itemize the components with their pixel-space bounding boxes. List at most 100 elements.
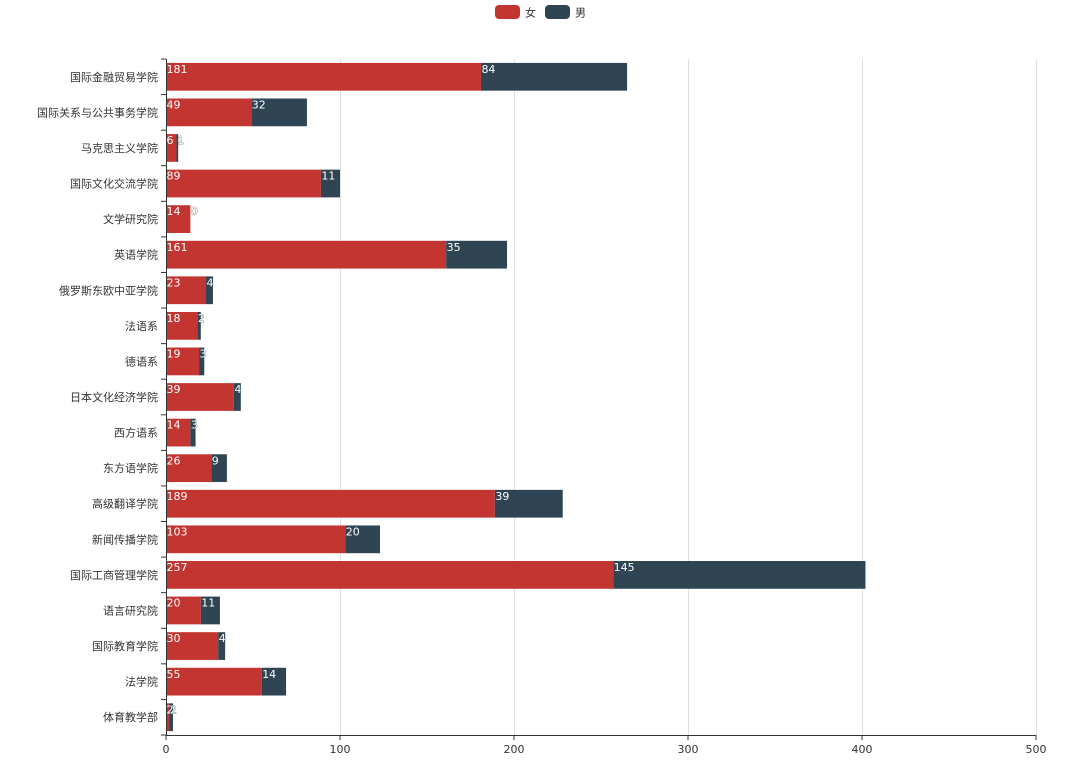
bar-female[interactable]	[166, 525, 346, 554]
y-tick-label: 法语系	[125, 319, 158, 333]
y-tick-label: 国际关系与公共事务学院	[37, 105, 158, 119]
data-label: 4	[219, 632, 226, 645]
data-label: 89	[167, 170, 181, 183]
bar-male[interactable]	[613, 561, 866, 589]
data-label: 2	[167, 703, 174, 716]
bar-male[interactable]	[190, 418, 196, 447]
legend-item[interactable]: 男	[545, 5, 586, 20]
bar-male[interactable]	[211, 454, 227, 483]
data-label: 39	[495, 490, 509, 503]
bar-female[interactable]	[166, 98, 252, 127]
bar-female[interactable]	[166, 703, 170, 732]
bar-male[interactable]	[197, 311, 201, 340]
data-label: 55	[167, 668, 181, 681]
x-tick-label: 500	[1026, 743, 1047, 756]
bar-male[interactable]	[176, 134, 179, 162]
data-label: 14	[167, 205, 181, 218]
legend-item[interactable]: 女	[495, 5, 536, 20]
data-label: 39	[167, 383, 181, 396]
y-tick-label: 文学研究院	[103, 212, 158, 226]
bar-female[interactable]	[166, 454, 212, 483]
bar-male[interactable]	[233, 383, 241, 411]
bar-male[interactable]	[218, 632, 226, 660]
data-label: 11	[321, 170, 335, 183]
bar-male[interactable]	[251, 98, 307, 127]
legend-label: 男	[575, 7, 586, 20]
x-tick-label: 100	[330, 743, 351, 756]
data-label: 11	[201, 597, 215, 610]
x-axis: 0 100 200 300 400 500	[163, 735, 1047, 756]
data-label: 103	[167, 525, 188, 538]
data-label: 14	[167, 419, 181, 432]
bar-female[interactable]	[166, 240, 447, 269]
data-label: 4	[234, 383, 241, 396]
data-label: 30	[167, 632, 181, 645]
bar-male[interactable]	[206, 276, 213, 305]
bar-female[interactable]	[166, 632, 219, 660]
y-tick-label: 日本文化经济学院	[70, 390, 158, 404]
legend: 女男	[495, 5, 586, 20]
data-label: 84	[481, 63, 495, 76]
bar-female[interactable]	[166, 62, 481, 91]
data-label: 35	[447, 241, 461, 254]
data-label: 0	[191, 205, 198, 218]
bars	[166, 62, 866, 732]
bar-female[interactable]	[166, 205, 191, 233]
y-tick-label: 英语学院	[114, 248, 158, 262]
bar-male[interactable]	[169, 703, 173, 732]
x-tick-label: 200	[504, 743, 525, 756]
data-label: 181	[167, 63, 188, 76]
bar-male[interactable]	[199, 347, 205, 376]
bar-male[interactable]	[345, 525, 381, 554]
bar-female[interactable]	[166, 561, 614, 589]
data-label: 9	[212, 454, 219, 467]
data-label: 3	[191, 419, 198, 432]
data-label: 4	[207, 276, 214, 289]
bar-female[interactable]	[166, 418, 191, 447]
data-label: 49	[167, 98, 181, 111]
y-tick-label: 国际金融贸易学院	[70, 70, 158, 84]
data-label: 161	[167, 241, 188, 254]
bar-female[interactable]	[166, 311, 198, 340]
data-label: 2	[170, 703, 177, 716]
data-label: 26	[167, 454, 181, 467]
bar-male[interactable]	[200, 596, 220, 625]
bar-male[interactable]	[446, 240, 508, 269]
bar-male[interactable]	[494, 489, 563, 518]
y-tick-label: 国际教育学院	[92, 639, 158, 653]
x-tick-label: 0	[163, 743, 170, 756]
bar-male[interactable]	[320, 169, 340, 198]
legend-swatch	[545, 5, 570, 19]
data-label: 14	[262, 668, 276, 681]
bar-female[interactable]	[166, 169, 321, 198]
data-label: 32	[252, 98, 266, 111]
legend-swatch	[495, 5, 520, 19]
bar-male[interactable]	[480, 62, 628, 91]
y-tick-label: 马克思主义学院	[81, 141, 158, 155]
bar-female[interactable]	[166, 596, 201, 625]
data-label: 6	[167, 134, 174, 147]
y-axis: 国际金融贸易学院国际关系与公共事务学院马克思主义学院国际文化交流学院文学研究院英…	[37, 58, 167, 736]
grid-lines	[340, 59, 1037, 735]
bar-female[interactable]	[166, 276, 207, 305]
x-tick-label: 400	[852, 743, 873, 756]
data-label: 145	[614, 561, 635, 574]
y-tick-label: 德语系	[125, 354, 158, 368]
bar-male[interactable]	[261, 667, 287, 696]
bar-female[interactable]	[166, 489, 495, 518]
bar-female[interactable]	[166, 383, 234, 411]
y-tick-label: 西方语系	[114, 426, 158, 440]
y-tick-label: 法学院	[125, 675, 158, 689]
bar-female[interactable]	[166, 667, 262, 696]
data-label: 23	[167, 276, 181, 289]
y-tick-label: 国际工商管理学院	[70, 568, 158, 582]
x-tick-label: 300	[678, 743, 699, 756]
y-tick-label: 语言研究院	[103, 603, 158, 617]
y-tick-label: 东方语学院	[103, 461, 158, 475]
bar-female[interactable]	[166, 134, 177, 162]
bar-female[interactable]	[166, 347, 200, 376]
data-label: 20	[346, 525, 360, 538]
data-label: 3	[200, 348, 207, 361]
